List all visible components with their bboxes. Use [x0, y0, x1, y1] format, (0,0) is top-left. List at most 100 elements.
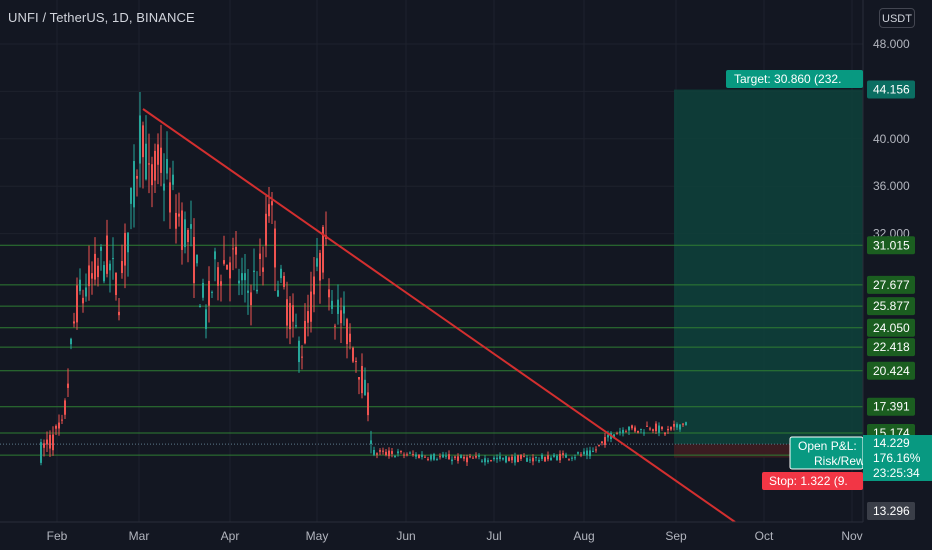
candle-body	[637, 430, 639, 433]
candle-body	[481, 460, 483, 462]
candle-body	[193, 236, 195, 284]
candle-body	[658, 425, 660, 433]
candle-body	[625, 431, 627, 433]
candle-body	[124, 232, 126, 266]
candle-body	[130, 187, 132, 204]
candle-body	[628, 426, 630, 431]
price-tick-label: 40.000	[873, 132, 910, 146]
candle-body	[79, 279, 81, 292]
candle-body	[343, 305, 345, 314]
candle-body	[205, 309, 207, 329]
candle-body	[265, 213, 267, 246]
candle-body	[253, 270, 255, 273]
candle-body	[355, 360, 357, 362]
time-axis[interactable]: Feb Mar Apr May Jun Jul Aug Sep Oct Nov 13.296	[0, 502, 932, 550]
candle-body	[199, 305, 201, 308]
candle-body	[616, 433, 618, 435]
candle-body	[574, 457, 576, 459]
candle-body	[496, 457, 498, 460]
candle-body	[595, 449, 597, 451]
time-tick-label: Mar	[129, 529, 150, 543]
candle-body	[484, 458, 486, 463]
candle-body	[295, 325, 297, 327]
candle-body	[289, 303, 291, 330]
candle-body	[376, 453, 378, 455]
candle-body	[670, 426, 672, 430]
time-tick-label: Nov	[841, 529, 862, 543]
candlestick-series	[40, 91, 687, 467]
candle-body	[310, 291, 312, 322]
candle-body	[640, 428, 642, 430]
candle-body	[64, 400, 66, 415]
candle-body	[451, 459, 453, 462]
candle-body	[559, 453, 561, 461]
candle-body	[88, 265, 90, 287]
candle-body	[196, 254, 198, 264]
level-price-tag: 24.050	[873, 321, 910, 335]
candle-body	[319, 252, 321, 281]
candle-body	[400, 451, 402, 453]
level-price-tag-bg	[867, 397, 915, 416]
trendline-drawing[interactable]	[142, 108, 736, 523]
candle-body	[244, 273, 246, 281]
candle-body	[184, 219, 186, 248]
candle-body	[133, 161, 135, 208]
candle-body	[58, 422, 60, 429]
candle-body	[250, 292, 252, 306]
candle-body	[634, 427, 636, 432]
price-tick-label: 48.000	[873, 37, 910, 51]
candle-body	[352, 347, 354, 362]
target-zone	[674, 89, 863, 445]
candle-body	[568, 458, 570, 460]
candle-body	[214, 251, 216, 260]
candle-body	[652, 429, 654, 431]
level-price-tag-bg	[867, 275, 915, 294]
target-price-tag: 44.156	[873, 83, 910, 97]
candle-body	[127, 232, 129, 253]
candle-body	[223, 260, 225, 264]
candle-body	[328, 289, 330, 298]
candle-body	[181, 210, 183, 250]
level-price-tag: 20.424	[873, 364, 910, 378]
candle-body	[580, 454, 582, 456]
support-resistance-lines	[0, 244, 863, 456]
candle-body	[592, 450, 594, 452]
candle-body	[547, 455, 549, 460]
candle-body	[442, 454, 444, 458]
candle-body	[538, 459, 540, 462]
symbol-title: UNFI / TetherUS, 1D, BINANCE	[8, 10, 195, 25]
candle-body	[43, 443, 45, 448]
candle-body	[121, 261, 123, 274]
candle-body	[331, 300, 333, 309]
candle-body	[298, 340, 300, 363]
candle-body	[370, 440, 372, 444]
candle-body	[151, 164, 153, 186]
candle-body	[421, 454, 423, 457]
time-tick-label: Feb	[47, 529, 68, 543]
candle-body	[469, 456, 471, 458]
candle-body	[208, 280, 210, 306]
candle-body	[220, 281, 222, 286]
candle-body	[154, 150, 156, 181]
candle-body	[649, 428, 651, 430]
candle-body	[217, 267, 219, 286]
candle-body	[241, 273, 243, 281]
level-price-tag-bg	[867, 236, 915, 255]
candle-body	[364, 379, 366, 396]
candle-body	[541, 454, 543, 459]
candle-body	[556, 455, 558, 461]
candle-body	[73, 321, 75, 324]
candle-body	[190, 224, 192, 229]
currency-button[interactable]: USDT	[879, 8, 915, 28]
candle-body	[157, 144, 159, 165]
candle-body	[499, 456, 501, 460]
candle-body	[178, 213, 180, 217]
time-tick-label: Sep	[665, 529, 687, 543]
candle-body	[346, 319, 348, 345]
candle-body	[82, 297, 84, 304]
candle-body	[493, 457, 495, 460]
candle-body	[40, 442, 42, 463]
candle-body	[520, 455, 522, 459]
candle-body	[466, 457, 468, 463]
